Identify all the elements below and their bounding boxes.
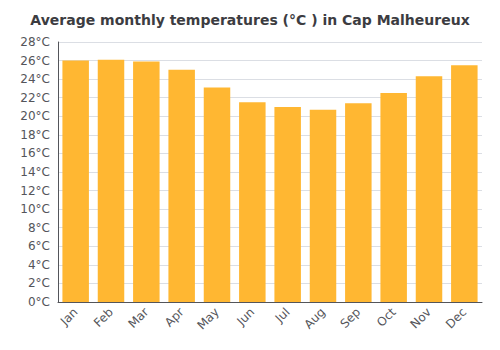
svg-text:Sep: Sep	[337, 305, 363, 331]
svg-text:Jul: Jul	[272, 305, 293, 326]
svg-text:2°C: 2°C	[28, 276, 50, 290]
svg-text:20°C: 20°C	[20, 109, 50, 123]
svg-text:14°C: 14°C	[20, 165, 50, 179]
svg-text:Apr: Apr	[162, 305, 187, 330]
svg-text:8°C: 8°C	[28, 221, 50, 235]
svg-text:Mar: Mar	[125, 305, 151, 331]
svg-text:6°C: 6°C	[28, 239, 50, 253]
svg-text:4°C: 4°C	[28, 258, 50, 272]
svg-text:Jun: Jun	[233, 305, 257, 329]
svg-text:Average monthly temperatures (: Average monthly temperatures (°C ) in Ca…	[30, 12, 469, 28]
svg-text:22°C: 22°C	[20, 91, 50, 105]
svg-text:Dec: Dec	[443, 305, 469, 331]
svg-text:10°C: 10°C	[20, 202, 50, 216]
svg-text:May: May	[195, 305, 222, 332]
svg-text:12°C: 12°C	[20, 184, 50, 198]
svg-text:Jan: Jan	[57, 305, 81, 329]
svg-text:Oct: Oct	[374, 305, 399, 330]
svg-text:26°C: 26°C	[20, 54, 50, 68]
svg-text:24°C: 24°C	[20, 72, 50, 86]
svg-text:28°C: 28°C	[20, 35, 50, 49]
svg-text:Nov: Nov	[408, 305, 434, 331]
svg-text:Aug: Aug	[301, 305, 327, 331]
svg-text:Feb: Feb	[91, 305, 116, 330]
svg-text:0°C: 0°C	[28, 295, 50, 309]
svg-text:18°C: 18°C	[20, 128, 50, 142]
svg-text:16°C: 16°C	[20, 146, 50, 160]
